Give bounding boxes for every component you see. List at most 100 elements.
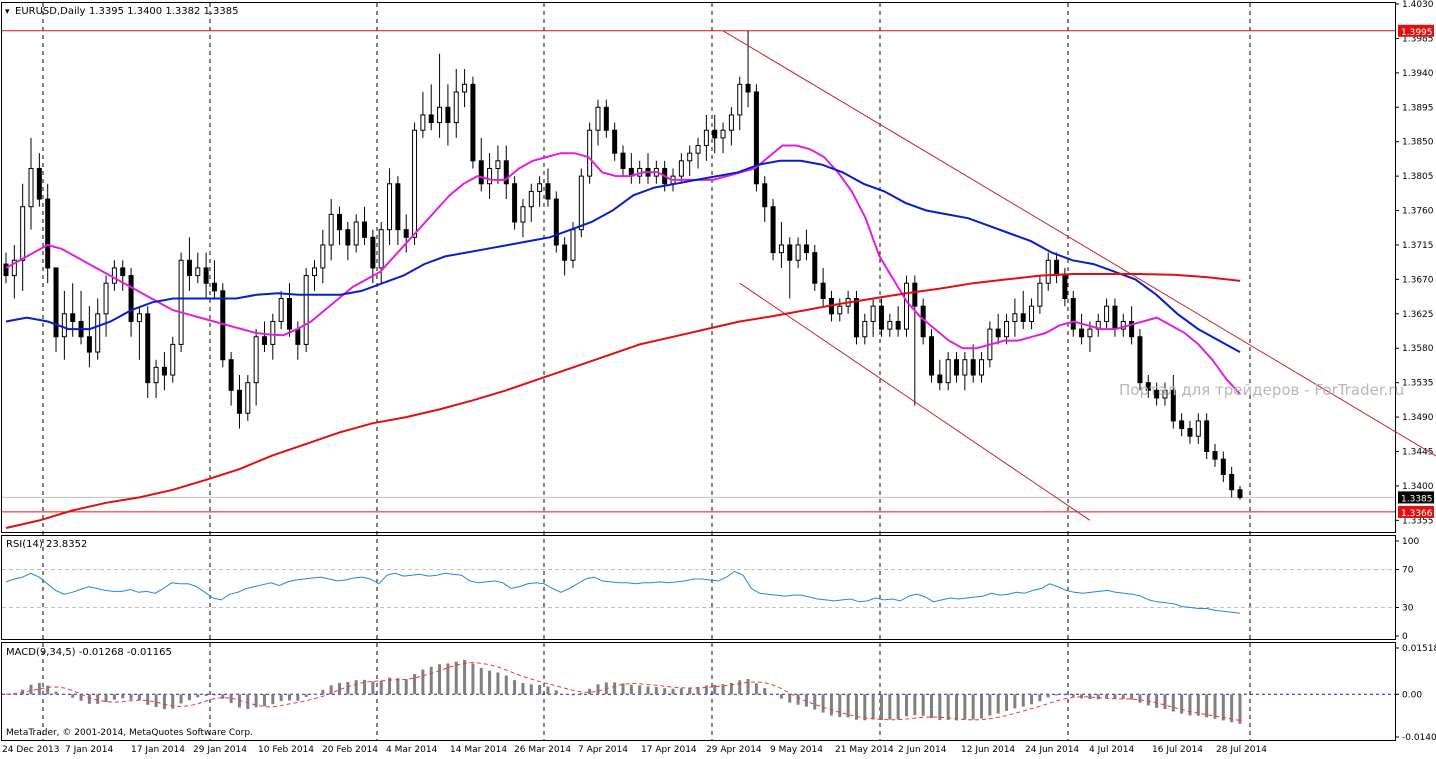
candle-body-bull xyxy=(420,114,426,131)
vertical-separators xyxy=(42,3,1251,740)
candle-body-bear xyxy=(228,359,234,391)
rsi-levels xyxy=(2,569,1395,608)
candle-body-bear xyxy=(362,221,368,238)
candle-body-bull xyxy=(278,298,284,322)
candle-body-bull xyxy=(95,313,101,353)
candle-body-bull xyxy=(870,305,876,322)
candle-body-bull xyxy=(1012,313,1018,322)
candle-body-bull xyxy=(962,359,968,376)
price-tick-label: 1.3355 xyxy=(1402,516,1434,526)
candle-body-bull xyxy=(1037,282,1043,307)
date-label: 26 Mar 2014 xyxy=(514,745,571,755)
price-tick-label: 1.3805 xyxy=(1402,172,1434,182)
price-tick-label: 1.3625 xyxy=(1402,310,1434,320)
price-tick-label: 1.3670 xyxy=(1402,275,1434,285)
candle-body-bear xyxy=(762,183,768,208)
candle-body-bear xyxy=(612,129,618,154)
candle-body-bear xyxy=(403,229,409,238)
macd-tick-label: -0.01401 xyxy=(1402,733,1436,743)
candle-body-bull xyxy=(378,229,384,269)
candle-body-bull xyxy=(695,145,701,154)
candle-body-bull xyxy=(1087,328,1093,338)
candle-body-bear xyxy=(286,298,292,330)
symbol-label: EURUSD,Daily xyxy=(15,6,86,17)
candle-body-bear xyxy=(1112,305,1118,330)
candle-body-bull xyxy=(1195,420,1201,437)
candle-body-bear xyxy=(620,152,626,169)
candle-body-bear xyxy=(1145,382,1151,391)
candle-body-bear xyxy=(395,183,401,231)
candle-body-bull xyxy=(1045,259,1051,284)
candle-body-bull xyxy=(270,320,276,345)
candle-body-bear xyxy=(745,83,751,93)
date-label: 24 Jun 2014 xyxy=(1025,745,1079,755)
candle-body-bear xyxy=(1187,428,1193,437)
candle-body-bear xyxy=(803,244,809,254)
candle-body-bear xyxy=(503,160,509,185)
trend-channel xyxy=(722,30,1436,521)
rsi-tick-label: 30 xyxy=(1402,604,1414,614)
ohlc-label: 1.3395 1.3400 1.3382 1.3385 xyxy=(89,6,239,17)
rsi-label: RSI(14) 23.8352 xyxy=(6,539,87,550)
candle-body-bull xyxy=(20,206,26,261)
macd-label: MACD(9,34,5) -0.01268 -0.01165 xyxy=(6,647,172,658)
date-label: 21 May 2014 xyxy=(835,745,894,755)
candle-body-bear xyxy=(970,359,976,376)
candle-body-bull xyxy=(312,267,317,277)
candlesticks xyxy=(3,30,1243,500)
price-tick-label: 1.3895 xyxy=(1402,103,1434,113)
candle-body-bull xyxy=(1004,320,1010,338)
candle-body-bull xyxy=(253,336,259,384)
price-tick-label: 1.3940 xyxy=(1402,69,1434,79)
candle-body-bear xyxy=(603,106,609,131)
candle-body-bear xyxy=(937,374,943,384)
candle-body-bear xyxy=(1204,420,1210,453)
date-label: 2 Jun 2014 xyxy=(898,745,947,755)
price-tick-label: 1.3985 xyxy=(1402,34,1434,44)
rsi-tick-label: 0 xyxy=(1402,632,1408,642)
macd-tick-label: 0.00 xyxy=(1402,690,1422,700)
candle-body-bull xyxy=(136,313,142,322)
price-tick-label: 1.3850 xyxy=(1402,138,1434,148)
candle-body-bull xyxy=(862,320,868,338)
candle-body-bear xyxy=(1229,473,1235,491)
date-label: 29 Apr 2014 xyxy=(706,745,762,755)
candle-body-bear xyxy=(36,167,42,200)
rsi-axis: 100 70 30 0 xyxy=(1395,537,1419,642)
candle-body-bull xyxy=(328,213,334,246)
candle-body-bear xyxy=(787,244,793,261)
date-label: 4 Mar 2014 xyxy=(386,745,438,755)
date-label: 17 Apr 2014 xyxy=(641,745,697,755)
candle-body-bear xyxy=(1220,458,1226,475)
candle-body-bear xyxy=(1062,275,1068,300)
candle-body-bull xyxy=(1162,389,1168,399)
candle-body-bull xyxy=(437,106,443,124)
candle-body-bull xyxy=(320,244,326,269)
candle-body-bull xyxy=(678,160,684,177)
candle-body-bear xyxy=(345,229,351,246)
candle-body-bear xyxy=(770,206,776,254)
candle-body-bull xyxy=(28,167,34,208)
candle-body-bear xyxy=(712,129,718,139)
price-panel-frame xyxy=(1,2,1396,533)
date-label: 28 Jul 2014 xyxy=(1216,745,1267,755)
candle-body-bull xyxy=(103,282,109,315)
candle-body-bear xyxy=(428,114,434,124)
date-label: 9 May 2014 xyxy=(770,745,823,755)
time-axis: 24 Dec 2013 7 Jan 2014 17 Jan 2014 29 Jan 2… xyxy=(2,745,1267,755)
price-tags: 1.3995 1.3366 1.3385 xyxy=(1398,24,1434,519)
candle-body-bull xyxy=(487,167,493,185)
moving-averages xyxy=(5,144,1241,529)
candle-body-bull xyxy=(462,83,468,93)
date-label: 7 Apr 2014 xyxy=(578,745,628,755)
candle-body-bear xyxy=(86,336,92,353)
candle-body-bear xyxy=(295,328,301,345)
chart-header-marker: ▾ xyxy=(5,7,10,17)
candle-body-bear xyxy=(120,267,126,277)
candle-body-bear xyxy=(1079,328,1085,338)
ma-fast-line xyxy=(5,144,1241,395)
candle-body-bear xyxy=(1212,451,1218,460)
candle-body-bull xyxy=(1120,320,1126,330)
candle-body-bear xyxy=(236,389,242,414)
candle-body-bull xyxy=(303,275,309,345)
